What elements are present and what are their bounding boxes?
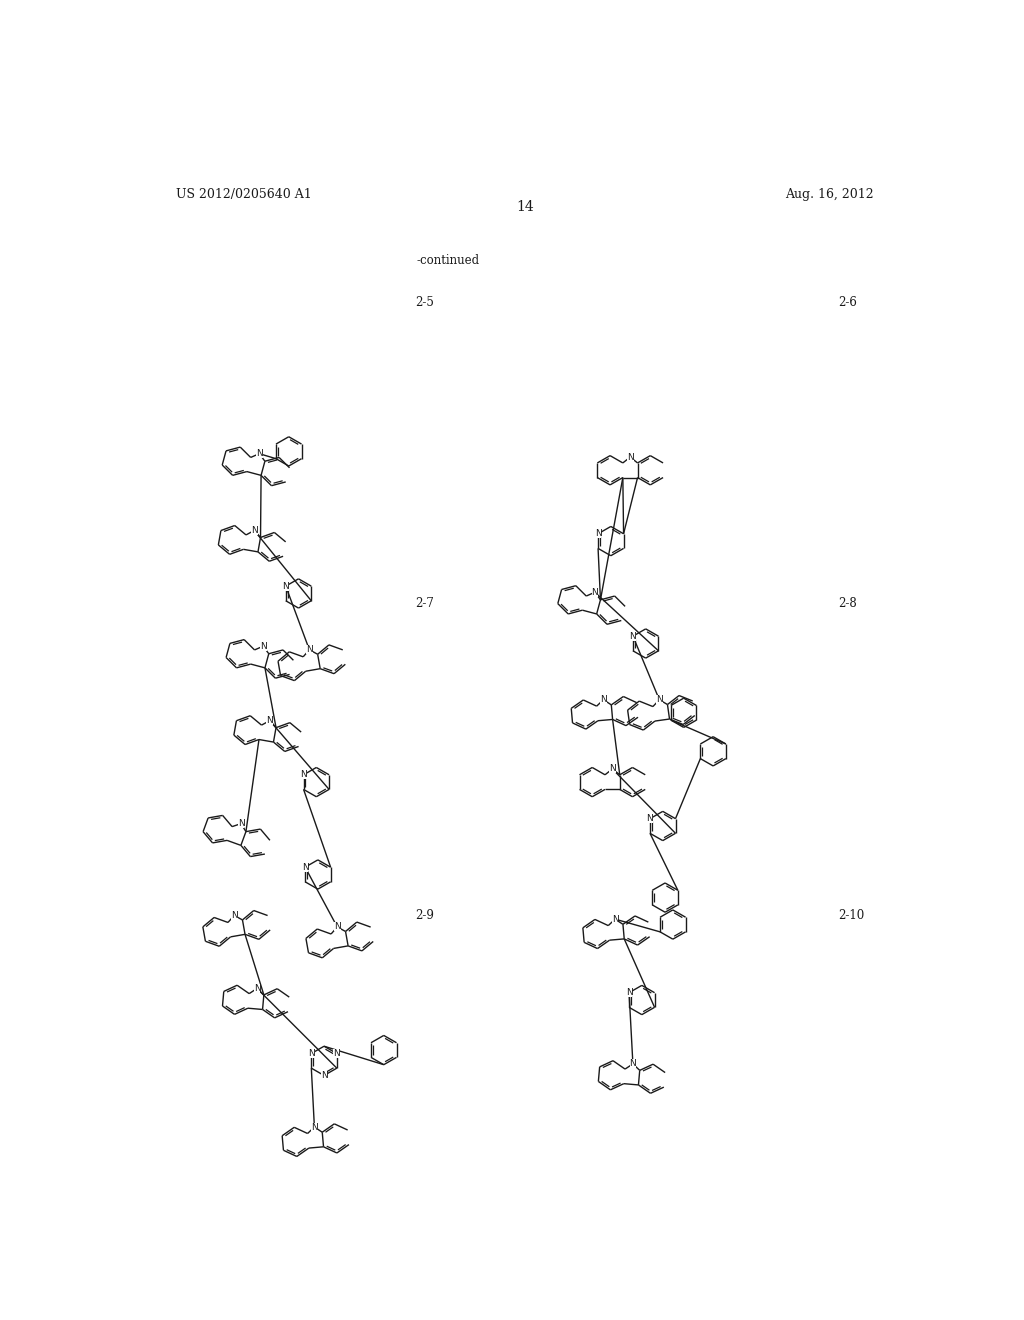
Text: 2-5: 2-5 — [416, 296, 434, 309]
Text: N: N — [300, 771, 307, 779]
Text: N: N — [283, 582, 289, 590]
Text: US 2012/0205640 A1: US 2012/0205640 A1 — [176, 189, 311, 202]
Text: 2-7: 2-7 — [416, 597, 434, 610]
Text: Aug. 16, 2012: Aug. 16, 2012 — [785, 189, 873, 202]
Text: N: N — [251, 525, 258, 535]
Text: 2-8: 2-8 — [839, 597, 857, 610]
Text: 14: 14 — [516, 201, 534, 214]
Text: N: N — [308, 1049, 314, 1059]
Text: 2-9: 2-9 — [416, 909, 434, 923]
Text: N: N — [238, 820, 245, 828]
Text: N: N — [230, 911, 238, 920]
Text: N: N — [266, 717, 273, 725]
Text: N: N — [627, 453, 634, 462]
Text: N: N — [592, 587, 598, 597]
Text: N: N — [646, 814, 653, 824]
Text: N: N — [656, 696, 663, 705]
Text: N: N — [626, 989, 633, 997]
Text: N: N — [302, 863, 308, 871]
Text: N: N — [609, 764, 615, 774]
Text: N: N — [311, 1122, 317, 1131]
Text: N: N — [600, 696, 607, 704]
Text: N: N — [260, 642, 266, 651]
Text: N: N — [630, 1060, 636, 1068]
Text: N: N — [334, 1049, 340, 1059]
Text: N: N — [630, 632, 636, 640]
Text: N: N — [595, 529, 601, 539]
Text: N: N — [306, 645, 312, 655]
Text: 2-10: 2-10 — [839, 909, 864, 923]
Text: -continued: -continued — [416, 253, 479, 267]
Text: N: N — [321, 1071, 328, 1080]
Text: N: N — [334, 923, 341, 932]
Text: N: N — [254, 983, 260, 993]
Text: N: N — [611, 915, 618, 924]
Text: 2-6: 2-6 — [839, 296, 857, 309]
Text: N: N — [256, 449, 263, 458]
